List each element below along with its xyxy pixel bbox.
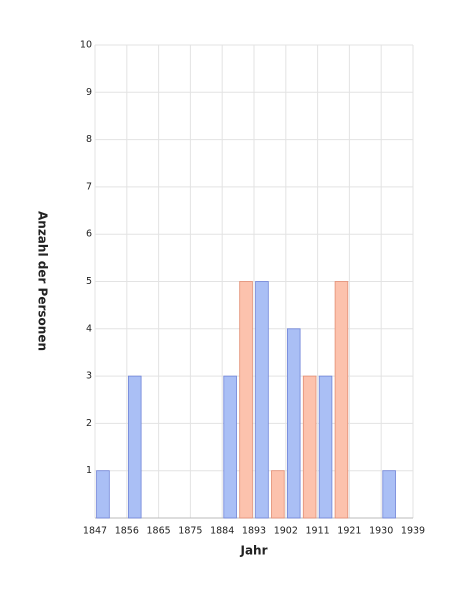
x-tick-label: 1911 — [306, 526, 330, 537]
bar — [96, 470, 110, 519]
y-tick-label: 10 — [80, 40, 92, 51]
x-tick-label: 1902 — [274, 526, 298, 537]
x-tick-label: 1856 — [115, 526, 139, 537]
y-tick-label: 4 — [86, 323, 92, 334]
bar — [223, 375, 237, 519]
x-tick-label: 1930 — [369, 526, 393, 537]
y-tick-label: 6 — [86, 229, 92, 240]
x-tick-label: 1865 — [147, 526, 171, 537]
x-tick-label: 1884 — [210, 526, 234, 537]
bar — [334, 281, 349, 519]
bar — [382, 470, 396, 519]
y-axis-label: Anzahl der Personen — [36, 211, 50, 351]
x-tick-label: 1875 — [178, 526, 202, 537]
bar — [286, 328, 301, 519]
bar — [239, 281, 253, 519]
y-tick-label: 9 — [86, 87, 92, 98]
x-axis-label: Jahr — [239, 544, 267, 558]
y-tick-label: 8 — [86, 134, 92, 145]
bar — [255, 281, 269, 519]
y-tick-label: 7 — [86, 181, 92, 192]
bar — [127, 375, 142, 519]
x-tick-label: 1893 — [242, 526, 266, 537]
x-tick-label: 1939 — [401, 526, 425, 537]
x-tick-label: 1921 — [337, 526, 361, 537]
y-tick-label: 3 — [86, 371, 92, 382]
bar — [318, 375, 333, 519]
y-tick-label: 1 — [86, 465, 92, 476]
y-tick-label: 2 — [86, 418, 92, 429]
bar — [302, 375, 317, 519]
y-tick-label: 5 — [86, 276, 92, 287]
bar — [271, 470, 285, 519]
x-tick-label: 1847 — [83, 526, 107, 537]
